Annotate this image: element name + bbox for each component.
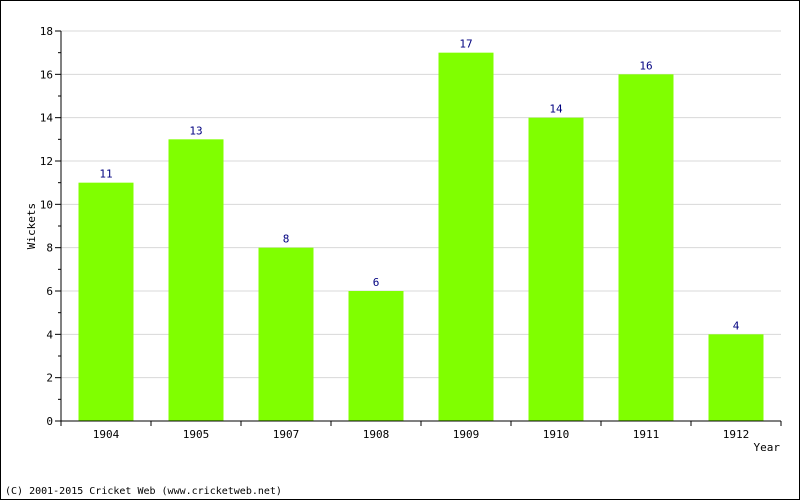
- x-tick-label-1909: 1909: [453, 428, 480, 441]
- bar-1908: [348, 291, 404, 421]
- y-tick-label: 18: [40, 25, 53, 38]
- y-tick-label: 0: [46, 415, 53, 428]
- bar-1905: [168, 139, 224, 422]
- y-tick-label: 8: [46, 242, 53, 255]
- bar-1904: [78, 182, 134, 421]
- axes: [55, 30, 782, 426]
- x-axis-title: Year: [754, 441, 781, 454]
- y-tick-label: 6: [46, 285, 53, 298]
- y-axis-title: Wickets: [25, 203, 38, 249]
- data-label-1910: 14: [549, 103, 563, 116]
- data-label-1912: 4: [733, 319, 740, 332]
- x-tick-label-1904: 1904: [93, 428, 120, 441]
- data-label-1907: 8: [283, 233, 290, 246]
- data-label-1911: 16: [639, 59, 652, 72]
- bars: [78, 52, 764, 422]
- y-tick-label: 2: [46, 372, 53, 385]
- x-tick-label-1907: 1907: [273, 428, 300, 441]
- y-tick-label: 12: [40, 155, 53, 168]
- bar-1909: [438, 52, 494, 422]
- x-tick-label-1911: 1911: [633, 428, 660, 441]
- y-tick-labels: 0 2 4 6 8 10 12 14 16 18: [40, 25, 54, 428]
- bar-1910: [528, 117, 584, 422]
- copyright-text: (C) 2001-2015 Cricket Web (www.cricketwe…: [5, 486, 282, 497]
- y-tick-label: 4: [46, 328, 53, 341]
- x-tick-label-1905: 1905: [183, 428, 210, 441]
- x-tick-labels: 1904 1905 1907 1908 1909 1910 1911 1912: [93, 428, 750, 441]
- x-tick-label-1908: 1908: [363, 428, 390, 441]
- x-tick-label-1912: 1912: [723, 428, 750, 441]
- data-labels: 11 13 8 6 17 14 16 4: [99, 38, 739, 333]
- y-tick-label: 14: [40, 112, 54, 125]
- data-label-1908: 6: [373, 276, 380, 289]
- y-tick-label: 16: [40, 68, 53, 81]
- data-label-1904: 11: [99, 168, 112, 181]
- bar-1911: [618, 74, 674, 421]
- data-label-1909: 17: [459, 38, 472, 51]
- x-tick-label-1910: 1910: [543, 428, 570, 441]
- bar-1907: [258, 247, 314, 421]
- bar-1912: [708, 334, 764, 421]
- data-label-1905: 13: [189, 124, 202, 137]
- y-tick-label: 10: [40, 198, 53, 211]
